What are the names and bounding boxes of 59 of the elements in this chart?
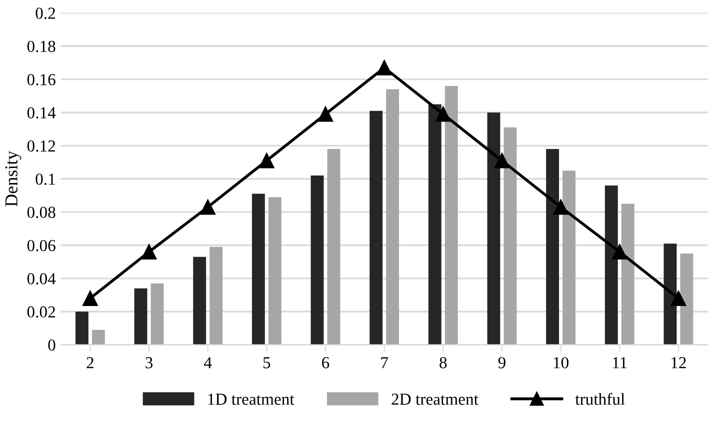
legend-label: 2D treatment (392, 394, 478, 405)
point (259, 152, 274, 168)
y-tick-label: 0.14 (27, 107, 56, 119)
y-tick-label: 0.16 (27, 74, 56, 86)
point (436, 106, 451, 122)
x-tick-label: 2 (86, 357, 94, 368)
bar (621, 204, 634, 345)
x-tick-label: 11 (613, 357, 627, 368)
bar (327, 148, 340, 345)
y-tick-label: 0.2 (36, 8, 55, 19)
y-tick-label: 0 (48, 340, 56, 351)
point (318, 106, 334, 122)
bar (504, 127, 517, 345)
y-tick-label: 0.06 (27, 240, 56, 252)
x-tick-label: 8 (440, 357, 447, 368)
bar (604, 186, 618, 345)
x-tick-label: 9 (498, 357, 506, 368)
legend-label: 1D treatment (208, 394, 294, 405)
bar (487, 112, 500, 345)
point (376, 60, 392, 76)
bar (210, 246, 223, 345)
y-axis-title: Density (5, 150, 22, 206)
bar (268, 197, 282, 345)
bar (92, 330, 105, 345)
bar (150, 283, 164, 345)
y-tick-label: 0.18 (27, 40, 56, 52)
x-tick-label: 3 (146, 357, 153, 368)
bar (664, 244, 677, 345)
bar (680, 254, 694, 345)
bar (386, 89, 400, 345)
y-tick-label: 0.12 (27, 140, 55, 152)
x-tick-label: 7 (381, 357, 388, 368)
bar (370, 110, 383, 345)
x-tick-label: 12 (672, 357, 686, 368)
bar (310, 176, 324, 345)
bar (546, 148, 560, 345)
point (553, 199, 568, 215)
y-tick-label: 0.1 (36, 174, 55, 185)
bar (134, 288, 148, 345)
x-tick-label: 4 (204, 357, 212, 368)
point (141, 244, 157, 260)
bar (193, 256, 206, 345)
bar (75, 312, 88, 345)
y-tick-label: 0.02 (27, 306, 55, 318)
x-tick-label: 5 (263, 357, 270, 368)
point (670, 290, 686, 306)
y-tick-label: 0.04 (27, 273, 56, 284)
bar (562, 170, 576, 345)
point (82, 290, 98, 306)
bar (444, 86, 458, 345)
point (200, 199, 216, 215)
point (612, 244, 628, 260)
bar (252, 194, 265, 345)
point (494, 152, 510, 168)
legend-label: truthful (575, 392, 625, 405)
x-tick-label: 10 (554, 357, 568, 368)
bar (428, 104, 442, 345)
y-tick-label: 0.08 (27, 206, 56, 218)
x-tick-label: 6 (322, 357, 330, 368)
